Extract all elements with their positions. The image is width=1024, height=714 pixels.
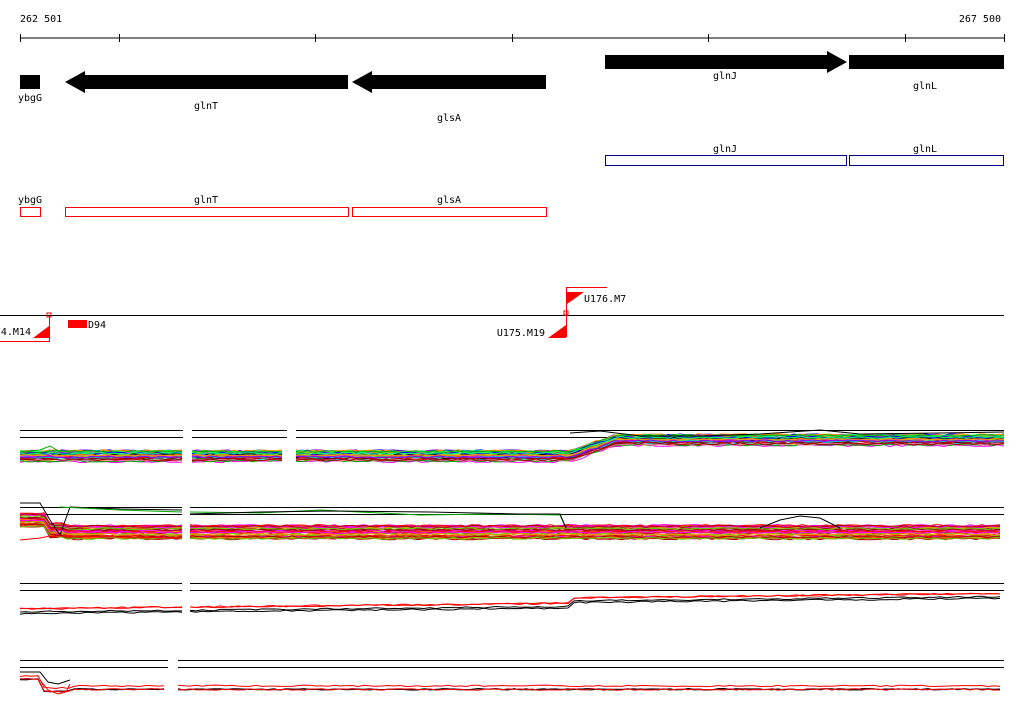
- expression-series-line: [295, 439, 1005, 459]
- expression-series-line: [295, 443, 1005, 463]
- expression-series-line: [189, 595, 1001, 612]
- expression-series-line: [569, 429, 1005, 437]
- expression-series-line: [189, 524, 1001, 528]
- expression-series-line: [189, 597, 1001, 613]
- expression-series-line: [190, 525, 1001, 529]
- expression-series-line: [177, 684, 1001, 688]
- expression-series-line: [19, 450, 183, 454]
- feature-U175M19[interactable]: U175.M19: [497, 316, 567, 339]
- expression-series-line: [19, 451, 183, 455]
- expression-series-line: [189, 510, 567, 529]
- expression-series-line: [19, 515, 183, 531]
- annotation-box-glnT[interactable]: [65, 207, 349, 217]
- expression-panels: [19, 429, 1005, 695]
- expression-series-line: [189, 535, 1001, 539]
- gene-label-glnJ: glnJ: [713, 71, 737, 82]
- gene-arrow-glsA[interactable]: [352, 71, 546, 93]
- gene-arrow-ybgG[interactable]: [20, 75, 40, 89]
- gene-arrow-track: ybgG glnT glsA glnJ glnL: [18, 51, 1004, 124]
- gene-arrow-glnJ[interactable]: [605, 51, 847, 73]
- expression-series-line: [20, 671, 71, 685]
- annotation-label-glnL: glnL: [913, 144, 937, 155]
- feature-74M14[interactable]: 74.M14: [0, 312, 52, 342]
- expression-series-line: [295, 434, 1005, 453]
- gene-arrow-glnL[interactable]: [849, 55, 1004, 69]
- expression-series-line: [191, 458, 283, 462]
- annotation-label-glsA: glsA: [437, 195, 461, 206]
- expression-series-line: [295, 435, 1005, 455]
- gene-label-glnL: glnL: [913, 81, 937, 92]
- expression-series-line: [19, 606, 183, 610]
- gene-label-glsA: glsA: [437, 113, 461, 124]
- expression-series-line: [59, 506, 183, 513]
- expression-series-line: [295, 441, 1005, 461]
- expression-series-line: [190, 531, 1001, 535]
- expression-series-line: [191, 452, 283, 455]
- annotation-box-ybgG[interactable]: [20, 207, 41, 217]
- expression-series-line: [19, 519, 183, 534]
- expression-series-line: [19, 611, 183, 615]
- feature-track: 74.M14 D94 U175.M19 U176.M7: [0, 287, 1004, 342]
- expression-series-line: [191, 457, 283, 461]
- feature-label-D94: D94: [88, 320, 106, 331]
- feature-label-U176M7: U176.M7: [584, 294, 626, 305]
- expression-series-line: [189, 532, 1001, 537]
- expression-series-line: [19, 609, 182, 613]
- panel-forward-summary: [19, 583, 1004, 615]
- expression-series-line: [189, 528, 1001, 532]
- feature-D94[interactable]: D94: [68, 320, 106, 331]
- expression-series-line: [189, 592, 1000, 609]
- annotation-label-glnT: glnT: [194, 195, 218, 206]
- annotation-box-glnL[interactable]: [849, 155, 1004, 166]
- annotation-label-glnJ: glnJ: [713, 144, 737, 155]
- expression-series-line: [19, 525, 183, 540]
- forward-annotation-track: glnJ glnL: [605, 144, 1004, 166]
- panel-reverse-many-series: [19, 502, 1004, 541]
- feature-label-74M14: 74.M14: [0, 327, 31, 338]
- panel-forward-many-series: [19, 429, 1005, 464]
- gene-arrow-glnT[interactable]: [65, 71, 348, 93]
- ruler-end-label: 267 500: [959, 14, 1001, 25]
- expression-series-line: [295, 442, 1005, 462]
- expression-series-line: [39, 679, 71, 695]
- expression-series-line: [19, 458, 183, 462]
- expression-series-line: [19, 535, 183, 541]
- expression-series-line: [191, 455, 283, 459]
- annotation-box-glnJ[interactable]: [605, 155, 847, 166]
- expression-series-line: [189, 527, 1001, 531]
- ruler-ticks: [20, 34, 1005, 42]
- gene-label-glnT: glnT: [194, 101, 218, 112]
- expression-series-line: [19, 455, 183, 459]
- ruler-start-label: 262 501: [20, 14, 62, 25]
- expression-series-line: [295, 439, 1005, 459]
- expression-series-line: [189, 536, 1001, 540]
- feature-U176M7[interactable]: U176.M7: [563, 287, 626, 316]
- panel-reverse-summary: [19, 660, 1004, 695]
- expression-series-line: [759, 515, 841, 529]
- expression-series-line: [177, 688, 1001, 691]
- reverse-annotation-track: ybgG glnT glsA: [18, 195, 547, 217]
- feature-label-U175M19: U175.M19: [497, 328, 545, 339]
- expression-series-line: [19, 445, 61, 453]
- expression-series-line: [19, 455, 183, 459]
- annotation-box-glsA[interactable]: [352, 207, 547, 217]
- expression-series-line: [20, 502, 183, 537]
- expression-series-line: [191, 453, 283, 457]
- coordinate-ruler: 262 501 267 500: [20, 14, 1005, 42]
- expression-series-line: [19, 678, 165, 693]
- annotation-label-ybgG: ybgG: [18, 195, 42, 206]
- expression-series-line: [19, 675, 165, 690]
- expression-series-line: [19, 459, 183, 463]
- expression-series-line: [191, 450, 282, 453]
- gene-label-ybgG: ybgG: [18, 93, 42, 104]
- expression-series-line: [19, 453, 183, 457]
- expression-series-line: [19, 521, 183, 536]
- expression-series-line: [295, 435, 1005, 455]
- expression-series-line: [19, 513, 183, 528]
